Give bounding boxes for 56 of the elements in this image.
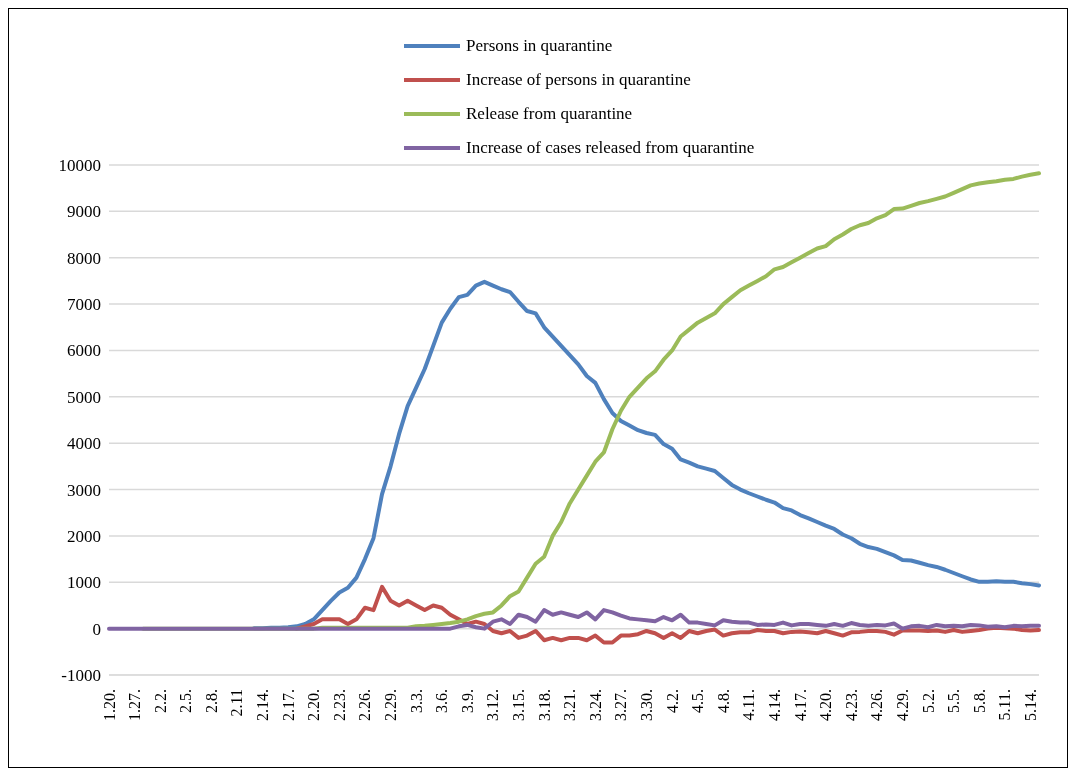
y-tick-label: 1000 (67, 573, 101, 593)
x-tick-label: 5.2. (919, 689, 937, 713)
line-series (107, 608, 1041, 631)
x-tick-label: 5.8. (970, 689, 988, 713)
x-tick-label: 1.20. (100, 689, 118, 721)
x-tick-label: 2.2. (151, 689, 169, 713)
chart-frame: Persons in quarantine Increase of persons in quarantine Release from quarantine Increase of cases released from quarantine 1.20. 1.27. 2.2. 2.5. 2.8. 2.11 2.14. 2.17. 2.20. 2.23. 2.26. 2.29. 3.3. 3.6. 3.9. 3.12. 3.15. 3.18. 3.21. 3.24. 3.27. 3.30. 4.2. 4.5. 4.8. 4.11. 4.14. 4.17. 4.20. 4.23. 4.26. 4.29. 5.2. 5.5. 5.8. 5.11. 5.14. -1000 0 1000 2000 3000 4000 5000 6000 7000 8000 9000 10000 (8, 8, 1068, 768)
x-tick-label: 4.20. (817, 689, 835, 721)
x-tick-label: 2.11 (228, 689, 246, 717)
x-tick-label: 4.17. (791, 689, 809, 721)
x-tick-label: 3.27. (612, 689, 630, 721)
line-series (294, 584, 1041, 645)
x-tick-label: 2.26. (356, 689, 374, 721)
x-tick-label: 1.27. (126, 689, 144, 721)
y-tick-label: 9000 (67, 202, 101, 222)
y-tick-label: 0 (92, 619, 101, 639)
y-tick-label: 5000 (67, 387, 101, 407)
x-tick-label: 3.24. (586, 689, 604, 721)
x-tick-label: 2.29. (382, 689, 400, 721)
x-tick-label: 2.8. (202, 689, 220, 713)
x-tick-label: 4.8. (714, 689, 732, 713)
x-tick-label: 4.29. (893, 689, 911, 721)
legend-label: Persons in quarantine (466, 36, 613, 56)
x-tick-label: 3.30. (638, 689, 656, 721)
x-tick-label: 3.21. (561, 689, 579, 721)
x-tick-label: 3.18. (535, 689, 553, 721)
x-tick-label: 2.23. (330, 689, 348, 721)
y-tick-label: 3000 (67, 480, 101, 500)
x-tick-label: 4.5. (689, 689, 707, 713)
x-tick-label: 3.12. (484, 689, 502, 721)
legend-label: Increase of persons in quarantine (466, 70, 691, 90)
y-tick-label: -1000 (61, 666, 101, 686)
y-tick-label: 4000 (67, 434, 101, 454)
x-tick-label: 5.14. (1021, 689, 1039, 721)
x-tick-label: 4.14. (766, 689, 783, 721)
x-tick-label: 3.9. (458, 689, 476, 713)
legend-label: Increase of cases released from quarantine (466, 138, 755, 158)
x-tick-label: 4.23. (842, 689, 860, 721)
x-tick-label: 4.2. (663, 689, 681, 713)
x-tick-label: 2.5. (177, 689, 195, 713)
x-tick-label: 4.11. (740, 689, 758, 721)
y-tick-label: 8000 (67, 248, 101, 268)
x-tick-label: 2.20. (305, 689, 323, 721)
x-tick-label: 4.26. (868, 689, 886, 721)
x-tick-label: 5.11. (996, 689, 1014, 721)
y-tick-label: 10000 (58, 156, 101, 176)
x-tick-label: 3.15. (510, 689, 528, 721)
x-tick-label: 5.5. (945, 689, 963, 713)
y-tick-label: 2000 (67, 526, 101, 546)
x-tick-label: 2.14. (254, 689, 272, 721)
legend-label: Release from quarantine (466, 104, 633, 124)
x-tick-label: 3.6. (433, 689, 451, 713)
x-tick-label: 3.3. (407, 689, 425, 713)
y-tick-label: 6000 (67, 341, 101, 361)
y-tick-label: 7000 (67, 295, 101, 315)
x-tick-label: 2.17. (279, 689, 297, 721)
